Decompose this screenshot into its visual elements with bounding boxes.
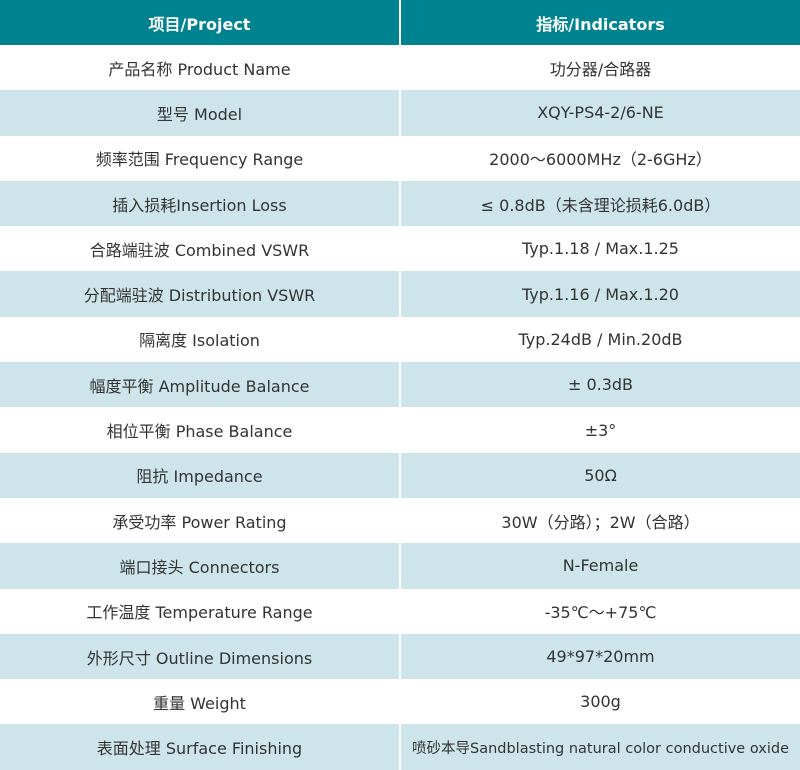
project-cell: 表面处理 Surface Finishing bbox=[0, 724, 401, 770]
table-header: 项目/Project 指标/Indicators bbox=[0, 0, 800, 45]
project-cell: 幅度平衡 Amplitude Balance bbox=[0, 362, 401, 408]
project-cell: 频率范围 Frequency Range bbox=[0, 135, 401, 181]
table-row: 产品名称 Product Name 功分器/合路器 bbox=[0, 45, 800, 91]
project-cell: 分配端驻波 Distribution VSWR bbox=[0, 271, 401, 317]
project-cell: 产品名称 Product Name bbox=[0, 45, 401, 91]
table-row: 表面处理 Surface Finishing 喷砂本导Sandblasting n… bbox=[0, 724, 800, 770]
indicator-cell: Typ.1.18 / Max.1.25 bbox=[522, 239, 679, 259]
indicator-cell: 喷砂本导Sandblasting natural color conductiv… bbox=[411, 740, 789, 757]
header-project: 项目/Project bbox=[0, 0, 401, 45]
project-cell: 相位平衡 Phase Balance bbox=[0, 407, 401, 453]
indicator-cell: 300g bbox=[580, 692, 621, 712]
indicator-cell: 2000～6000MHz（2-6GHz） bbox=[489, 150, 712, 170]
table-row: 隔离度 Isolation Typ.24dB / Min.20dB bbox=[0, 316, 800, 363]
table-row: 外形尺寸 Outline Dimensions 49*97*20mm bbox=[0, 633, 800, 680]
table-row: 分配端驻波 Distribution VSWR Typ.1.16 / Max.1.… bbox=[0, 271, 800, 317]
indicator-cell: 30W（分路）；2W（合路） bbox=[501, 512, 700, 532]
indicator-cell: -35℃～+75℃ bbox=[544, 603, 657, 623]
project-cell: 插入损耗Insertion Loss bbox=[0, 180, 401, 227]
table-row: 相位平衡 Phase Balance ±3° bbox=[0, 407, 800, 453]
indicator-cell: XQY-PS4-2/6-NE bbox=[537, 103, 664, 123]
indicator-cell: Typ.24dB / Min.20dB bbox=[518, 329, 683, 349]
table-row: 合路端驻波 Combined VSWR Typ.1.18 / Max.1.25 bbox=[0, 226, 800, 272]
project-cell: 承受功率 Power Rating bbox=[0, 497, 401, 544]
table-row: 阻抗 Impedance 50Ω bbox=[0, 452, 800, 498]
project-cell: 隔离度 Isolation bbox=[0, 316, 401, 363]
project-cell: 重量 Weight bbox=[0, 679, 401, 725]
table-row: 幅度平衡 Amplitude Balance ± 0.3dB bbox=[0, 362, 800, 408]
project-cell: 外形尺寸 Outline Dimensions bbox=[0, 633, 401, 680]
project-cell: 端口接头 Connectors bbox=[0, 543, 401, 589]
project-cell: 工作温度 Temperature Range bbox=[0, 588, 401, 634]
project-cell: 阻抗 Impedance bbox=[0, 452, 401, 498]
indicator-cell: ± 0.3dB bbox=[567, 375, 634, 395]
indicator-cell: Typ.1.16 / Max.1.20 bbox=[522, 284, 679, 304]
table-row: 插入损耗Insertion Loss ≤ 0.8dB（未含理论损耗6.0dB） bbox=[0, 180, 800, 227]
table-row: 频率范围 Frequency Range 2000～6000MHz（2-6GHz） bbox=[0, 135, 800, 181]
project-cell: 合路端驻波 Combined VSWR bbox=[0, 226, 401, 272]
header-indicators: 指标/Indicators bbox=[536, 14, 665, 34]
table-row: 重量 Weight 300g bbox=[0, 679, 800, 725]
table-row: 工作温度 Temperature Range -35℃～+75℃ bbox=[0, 588, 800, 634]
project-cell: 型号 Model bbox=[0, 90, 401, 136]
indicator-cell: 50Ω bbox=[584, 465, 617, 485]
indicator-cell: ≤ 0.8dB（未含理论损耗6.0dB） bbox=[480, 195, 721, 215]
table-row: 承受功率 Power Rating 30W（分路）；2W（合路） bbox=[0, 497, 800, 544]
table-row: 端口接头 Connectors N-Female bbox=[0, 543, 800, 589]
indicator-cell: N-Female bbox=[562, 556, 639, 576]
table-row: 型号 Model XQY-PS4-2/6-NE bbox=[0, 90, 800, 136]
indicator-cell: ±3° bbox=[584, 420, 617, 440]
indicator-cell: 49*97*20mm bbox=[546, 647, 655, 666]
indicator-cell: 功分器/合路器 bbox=[549, 59, 652, 79]
